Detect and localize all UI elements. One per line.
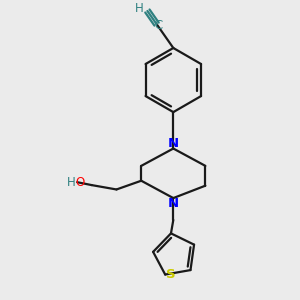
Text: N: N <box>168 197 179 210</box>
Text: C: C <box>154 19 163 32</box>
Text: O: O <box>75 176 85 189</box>
Text: H: H <box>135 2 144 15</box>
Text: H: H <box>67 176 76 189</box>
Text: S: S <box>166 268 176 281</box>
Text: N: N <box>168 137 179 150</box>
